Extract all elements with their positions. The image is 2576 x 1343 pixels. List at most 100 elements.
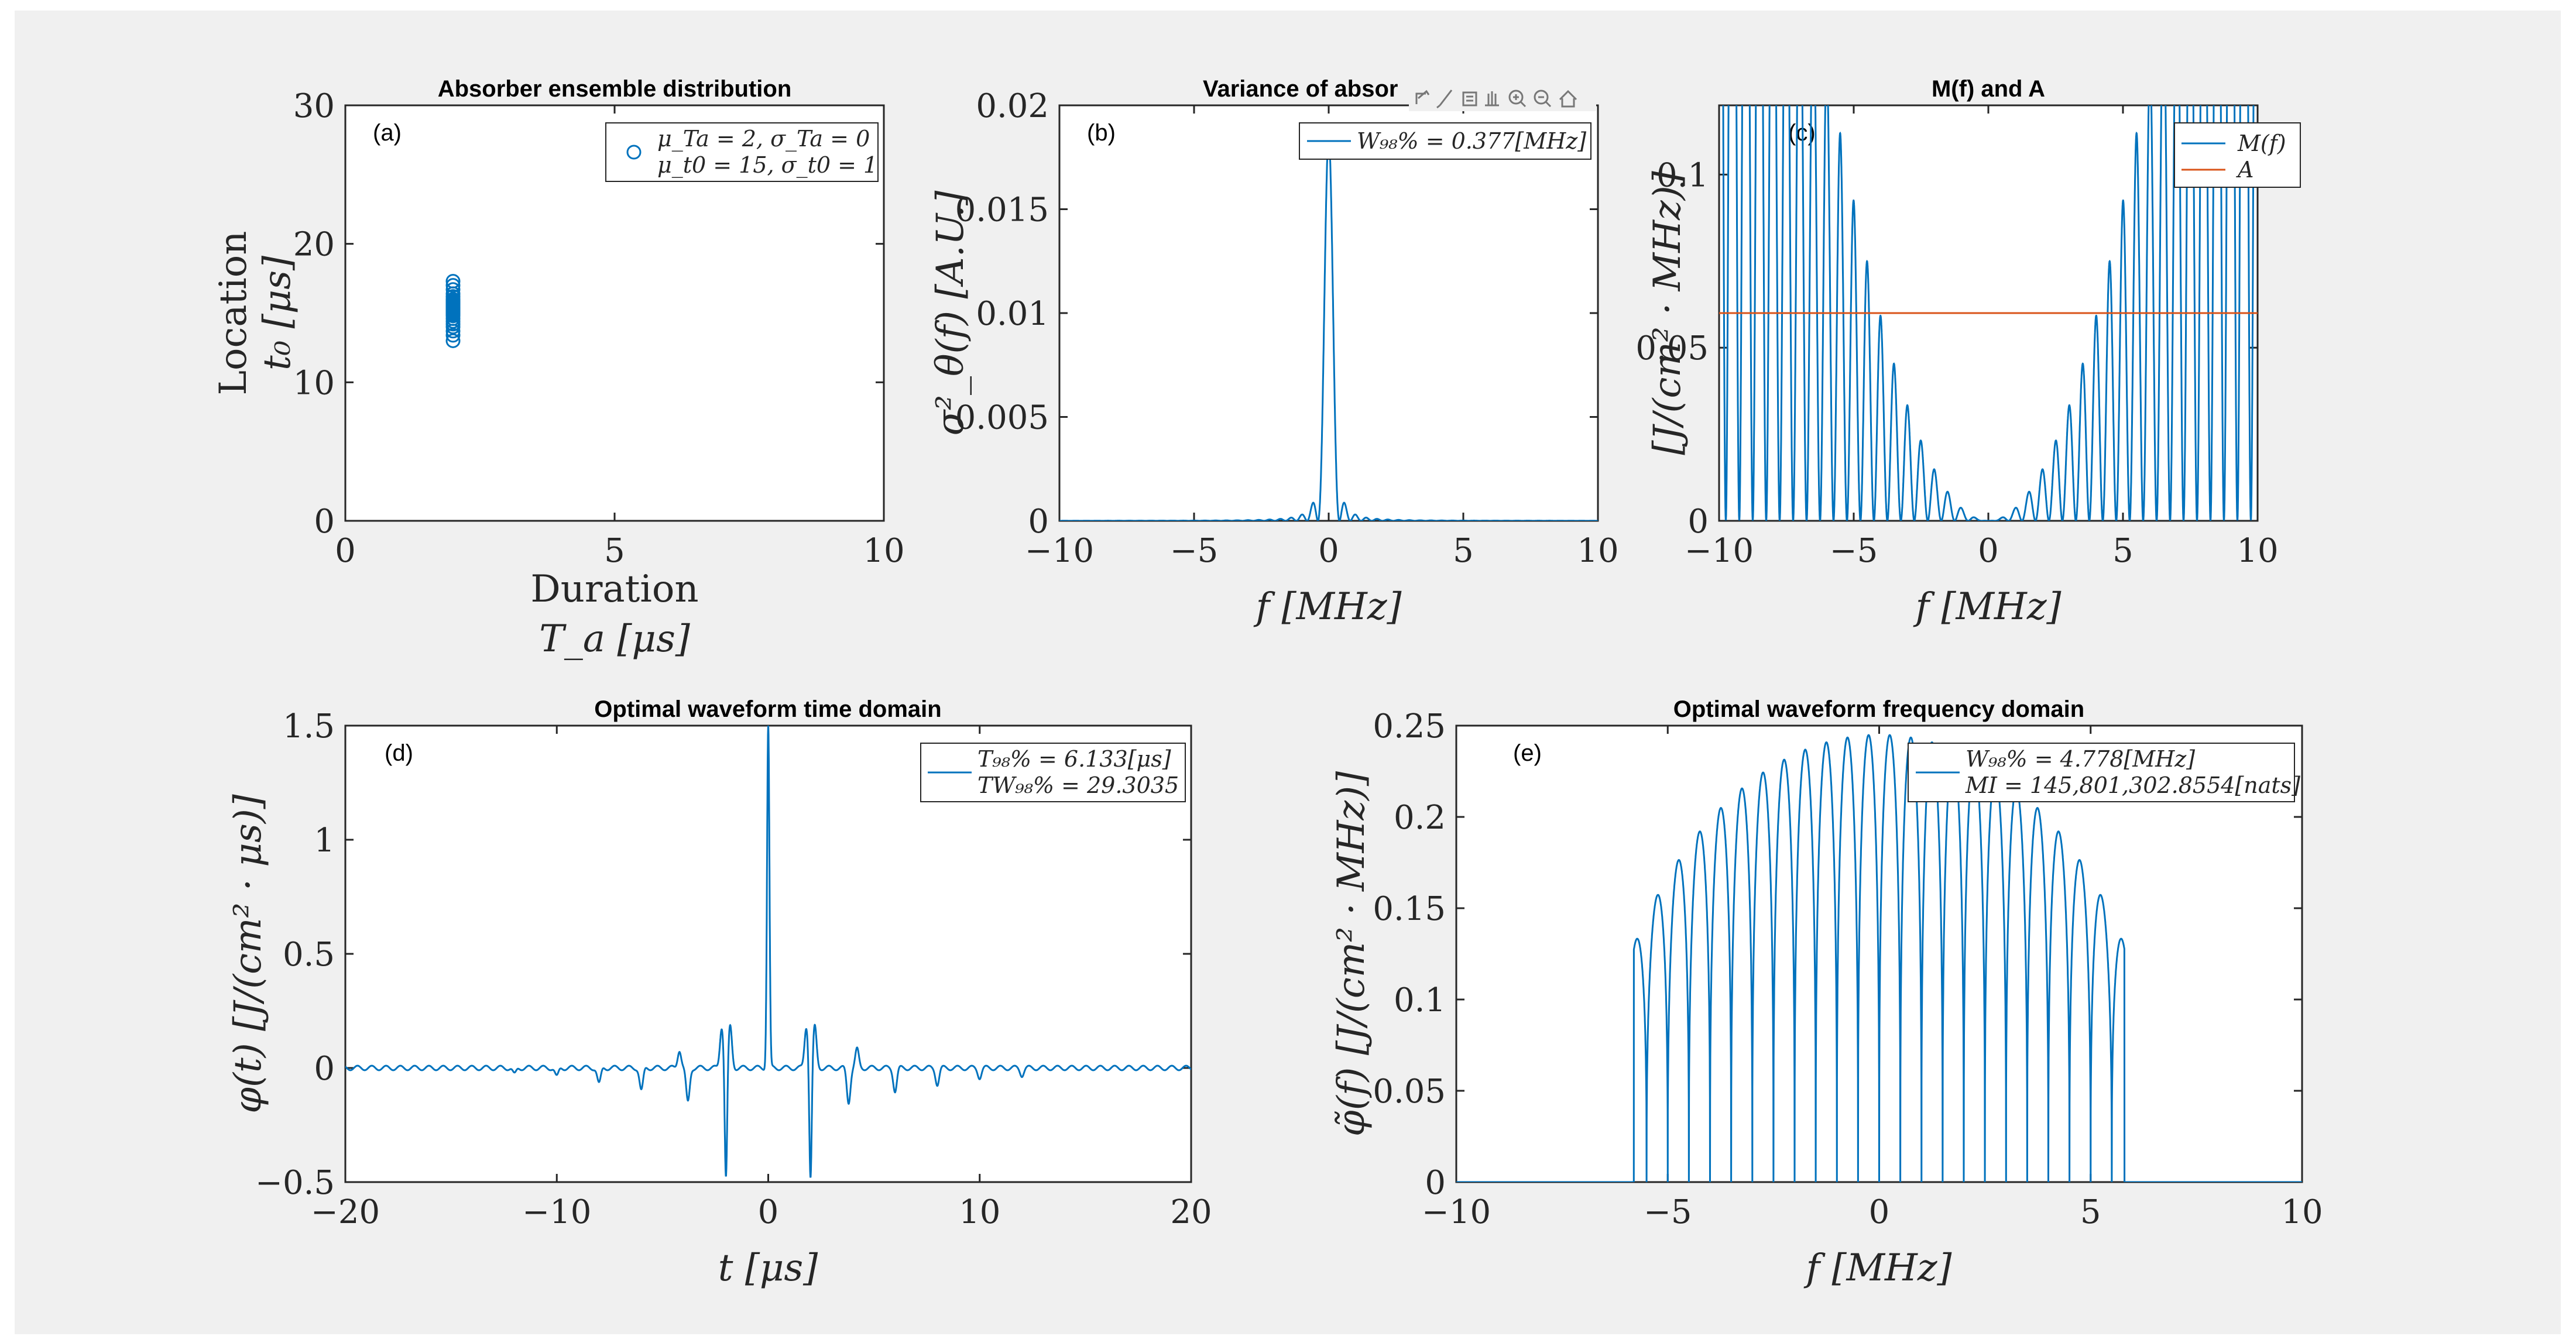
home-icon[interactable] [1559, 90, 1577, 108]
chart-e-legend-line-2: MI = 145,801,302.8554[nats] [1965, 772, 2300, 798]
ytick-label: 0.05 [1635, 329, 1709, 367]
chart-c-title: M(f) and A [1932, 76, 2045, 102]
chart-d-series-line [345, 726, 1191, 1178]
pan-icon[interactable] [1485, 91, 1499, 107]
chart-c-legend: M(f) A [2174, 122, 2301, 188]
scatter-point [445, 328, 461, 343]
ytick-label: 30 [293, 87, 335, 125]
xtick-label: 0 [758, 1193, 779, 1231]
xtick-label: 0 [335, 532, 356, 570]
chart-d: Optimal waveform time domain (d) −20 −10 0… [227, 696, 1212, 1290]
chart-d-ylabel: φ(t) [J/(cm² · μs)] [227, 794, 270, 1114]
chart-a-ylabel-1: Location [212, 231, 255, 396]
ytick-label: −0.5 [255, 1164, 335, 1202]
scatter-point [445, 274, 461, 289]
xtick-label: 5 [2112, 532, 2133, 570]
chart-a: Absorber ensemble distribution (a) 0 5 10 0… [212, 76, 905, 661]
chart-a-panel-label: (a) [373, 120, 402, 146]
ytick-label: 0 [314, 1050, 335, 1088]
chart-d-panel-label: (d) [385, 740, 413, 766]
figure-canvas: Absorber ensemble distribution (a) 0 5 100… [212, 76, 2323, 1290]
ytick-label: 0.005 [955, 399, 1049, 437]
xtick-label: −10 [1025, 532, 1094, 570]
xtick-label: 10 [1577, 532, 1618, 570]
xtick-label: 0 [1869, 1193, 1890, 1231]
ytick-label: 1 [314, 822, 335, 860]
chart-a-legend-marker [626, 145, 642, 160]
chart-b-title: Variance of absor [1203, 76, 1398, 102]
chart-b-panel-label: (b) [1087, 120, 1116, 146]
xtick-label: −5 [1170, 532, 1219, 570]
xtick-label: 5 [2080, 1193, 2101, 1231]
data-tip-icon[interactable] [1462, 91, 1477, 107]
scatter-point [445, 282, 461, 297]
chart-d-legend-line-1: T₉₈% = 6.133[μs] [977, 746, 1171, 772]
chart-b: Variance of absor (b) −10 −5 0 5 10 0 0.005 0.0… [929, 76, 1619, 628]
chart-e-xlabel: f [MHz] [1803, 1246, 1952, 1290]
chart-c-legend-box [2174, 122, 2301, 188]
xtick-label: 0 [1978, 532, 1999, 570]
chart-a-legend: μ_Ta = 2, σ_Ta = 0 μ_t0 = 15, σ_t0 = 1 [605, 122, 879, 182]
chart-e-title: Optimal waveform frequency domain [1673, 696, 2084, 722]
ytick-label: 0.25 [1373, 707, 1446, 746]
ytick-label: 0 [314, 503, 335, 541]
ytick-label: 0.015 [955, 191, 1049, 229]
brush-icon[interactable] [1436, 90, 1453, 109]
xtick-label: 5 [604, 532, 625, 570]
ytick-label: 0.1 [1656, 156, 1709, 194]
chart-e-ylabel: φ̃(f) [J/(cm² · MHz)] [1330, 771, 1373, 1136]
chart-a-points [445, 274, 461, 348]
chart-a-xlabel-2: T_a [μs] [539, 617, 691, 661]
zoom-in-icon[interactable] [1508, 90, 1527, 108]
xtick-label: 10 [2237, 532, 2278, 570]
ytick-label: 1.5 [283, 707, 335, 746]
chart-c-xlabel: f [MHz] [1913, 585, 2062, 628]
xtick-label: 0 [1318, 532, 1339, 570]
chart-e: Optimal waveform frequency domain (e) −1… [1330, 696, 2323, 1290]
ytick-label: 20 [293, 226, 335, 264]
chart-d-title: Optimal waveform time domain [594, 696, 941, 722]
xtick-label: 5 [1453, 532, 1474, 570]
chart-a-ylabel-2: t₀ [μs] [256, 255, 299, 370]
export-icon[interactable] [1415, 90, 1430, 104]
chart-a-legend-line-1: μ_Ta = 2, σ_Ta = 0 [657, 126, 870, 152]
chart-b-ylabel: σ²_θ(f) [A.U.] [929, 190, 972, 436]
xtick-label: 10 [2281, 1193, 2323, 1231]
axes-b [1058, 104, 1599, 522]
ytick-label: 0.1 [1394, 981, 1446, 1019]
chart-c-legend-entry-mf: M(f) [2237, 130, 2286, 156]
ytick-label: 0 [1425, 1164, 1446, 1202]
ytick-label: 0.15 [1373, 890, 1446, 928]
chart-a-legend-box [605, 122, 879, 182]
chart-b-ticks: −10 −5 0 5 10 0 0.005 0.01 0.015 0.02 [955, 87, 1619, 570]
ytick-label: 0 [1028, 503, 1049, 541]
chart-b-legend: W₉₈% = 0.377[MHz] [1299, 122, 1591, 160]
ytick-label: 0.5 [283, 936, 335, 974]
xtick-label: −10 [1422, 1193, 1491, 1231]
scatter-point [445, 278, 461, 293]
chart-a-title: Absorber ensemble distribution [438, 76, 792, 102]
xtick-label: −10 [1685, 532, 1754, 570]
xtick-label: −20 [311, 1193, 380, 1231]
figure-window: Absorber ensemble distribution (a) 0 5 10 0… [15, 11, 2561, 1334]
xtick-label: −5 [1644, 1193, 1692, 1231]
ytick-label: 10 [293, 364, 335, 402]
chart-a-legend-line-2: μ_t0 = 15, σ_t0 = 1 [657, 152, 877, 178]
chart-d-ticks: −20 −10 0 10 20 −0.5 0 0.5 1 1.5 [255, 707, 1212, 1231]
chart-e-legend: W₉₈% = 4.778[MHz] MI = 145,801,302.8554[… [1908, 743, 2300, 802]
xtick-label: 20 [1170, 1193, 1212, 1231]
chart-e-legend-line-1: W₉₈% = 4.778[MHz] [1966, 746, 2195, 772]
chart-a-ticks: 0 5 10 0 10 20 30 [293, 87, 905, 570]
ytick-label: 0.2 [1394, 799, 1446, 837]
chart-e-panel-label: (e) [1513, 740, 1542, 766]
chart-e-legend-box [1908, 743, 2295, 802]
chart-e-ticks: −10 −5 0 5 10 0 0.05 0.1 0.15 0.2 0.25 [1373, 707, 2323, 1231]
chart-c-series-mf [1722, 105, 2255, 521]
chart-b-xlabel: f [MHz] [1253, 585, 1402, 628]
zoom-out-icon[interactable] [1534, 90, 1552, 108]
xtick-label: −10 [522, 1193, 591, 1231]
ytick-label: 0.05 [1373, 1073, 1446, 1111]
chart-c-ticks: −10 −5 0 5 10 0 0.05 0.1 [1635, 105, 2279, 570]
axes-toolbar[interactable] [1409, 85, 1596, 111]
